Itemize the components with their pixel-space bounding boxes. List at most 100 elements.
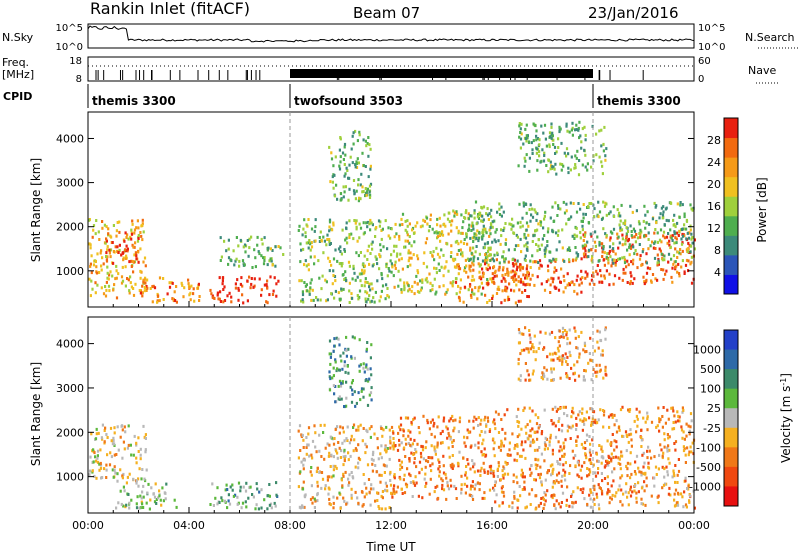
- echo-cell: [557, 502, 561, 506]
- echo-cell: [316, 466, 319, 470]
- echo-cell: [530, 488, 534, 492]
- echo-cell: [649, 244, 652, 248]
- echo-cell: [109, 248, 113, 252]
- echo-cell: [354, 163, 357, 166]
- echo-cell: [661, 216, 664, 220]
- echo-cell: [590, 165, 593, 169]
- echo-cell: [534, 229, 537, 233]
- echo-cell: [357, 183, 360, 187]
- echo-cell: [135, 479, 138, 483]
- echo-cell: [555, 479, 558, 483]
- echo-cell: [414, 448, 417, 451]
- echo-cell: [488, 430, 491, 433]
- echo-cell: [353, 438, 356, 442]
- echo-cell: [539, 330, 542, 334]
- echo-cell: [495, 493, 498, 497]
- echo-cell: [554, 435, 558, 439]
- echo-cell: [591, 274, 594, 278]
- echo-cell: [554, 405, 557, 409]
- echo-cell: [348, 233, 351, 236]
- echo-cell: [339, 155, 342, 159]
- echo-cell: [589, 336, 592, 340]
- echo-cell: [573, 371, 576, 375]
- echo-cell: [543, 234, 546, 237]
- echo-cell: [559, 280, 562, 284]
- echo-cell: [503, 298, 506, 302]
- echo-cell: [546, 355, 549, 359]
- echo-cell: [550, 125, 553, 129]
- echo-cell: [427, 456, 430, 459]
- echo-cell: [497, 445, 501, 449]
- echo-cell: [462, 242, 466, 245]
- echo-cell: [445, 476, 448, 480]
- echo-cell: [517, 299, 520, 303]
- echo-cell: [648, 449, 651, 453]
- echo-cell: [376, 437, 379, 441]
- echo-cell: [487, 263, 490, 267]
- echo-cell: [693, 506, 696, 510]
- echo-cell: [319, 298, 322, 302]
- echo-cell: [617, 246, 620, 250]
- echo-cell: [125, 254, 128, 258]
- echo-cell: [539, 263, 542, 267]
- echo-cell: [543, 151, 546, 155]
- echo-cell: [484, 430, 487, 434]
- echo-cell: [517, 407, 520, 411]
- echo-cell: [576, 292, 579, 296]
- echo-cell: [513, 289, 516, 293]
- echo-cell: [105, 476, 108, 479]
- echo-cell: [109, 426, 113, 430]
- echo-cell: [475, 417, 478, 421]
- echo-cell: [659, 249, 662, 253]
- echo-cell: [329, 362, 332, 366]
- echo-cell: [568, 258, 571, 262]
- echo-cell: [378, 473, 381, 477]
- echo-cell: [406, 224, 409, 228]
- echo-cell: [597, 483, 600, 487]
- echo-cell: [594, 370, 597, 374]
- echo-cell: [586, 467, 589, 470]
- echo-cell: [328, 269, 331, 273]
- echo-cell: [520, 440, 524, 444]
- echo-cell: [674, 247, 677, 251]
- echo-cell: [630, 274, 633, 278]
- echo-cell: [221, 282, 224, 286]
- echo-cell: [343, 459, 346, 463]
- echo-cell: [511, 258, 514, 262]
- echo-cell: [245, 505, 248, 509]
- echo-cell: [566, 337, 569, 341]
- echo-cell: [477, 217, 481, 220]
- echo-cell: [565, 124, 568, 128]
- echo-cell: [570, 155, 573, 159]
- echo-cell: [589, 442, 592, 446]
- echo-cell: [507, 273, 510, 277]
- echo-cell: [144, 264, 147, 268]
- echo-cell: [451, 440, 454, 444]
- echo-cell: [328, 339, 332, 343]
- echo-cell: [527, 295, 530, 299]
- echo-cell: [537, 416, 540, 420]
- echo-cell: [541, 371, 544, 375]
- echo-cell: [559, 127, 562, 131]
- echo-cell: [244, 250, 247, 254]
- echo-cell: [357, 425, 360, 429]
- echo-cell: [647, 231, 650, 235]
- echo-cell: [420, 467, 423, 471]
- echo-cell: [133, 228, 137, 232]
- echo-cell: [414, 475, 417, 479]
- echo-cell: [531, 345, 534, 349]
- echo-cell: [250, 235, 253, 239]
- echo-cell: [394, 267, 397, 270]
- echo-cell: [493, 454, 496, 458]
- echo-cell: [693, 247, 696, 251]
- echo-cell: [610, 441, 613, 445]
- echo-cell: [267, 246, 270, 250]
- echo-cell: [602, 149, 605, 153]
- echo-cell: [359, 197, 362, 201]
- echo-cell: [516, 444, 519, 448]
- echo-cell: [407, 442, 410, 445]
- echo-cell: [468, 264, 471, 268]
- echo-cell: [469, 269, 472, 273]
- echo-cell: [606, 491, 609, 495]
- echo-cell: [364, 187, 367, 190]
